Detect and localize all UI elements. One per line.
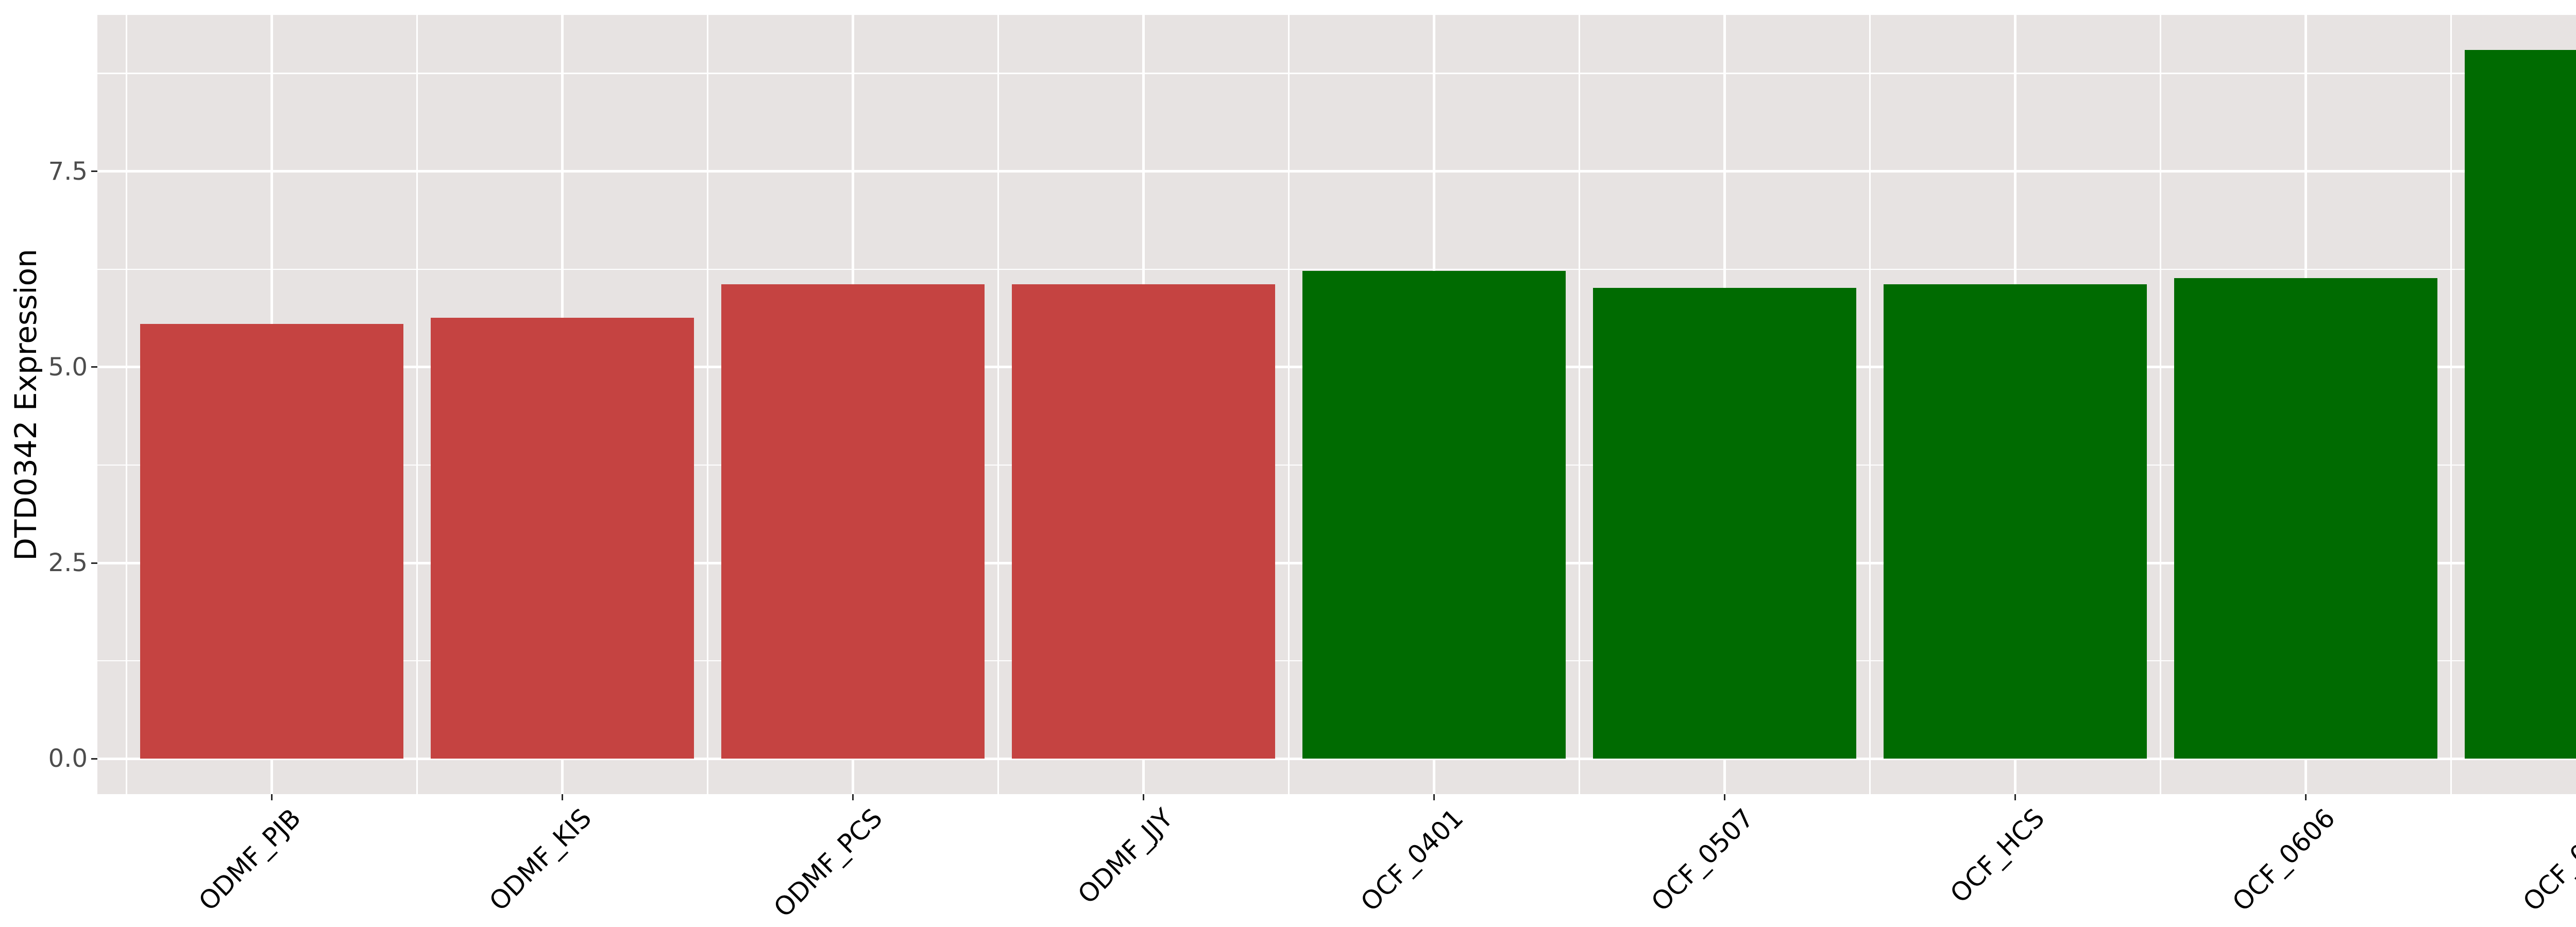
gridline-y-major [97,757,2576,760]
y-tick-mark [91,562,97,564]
gridline-x-minor [707,15,708,794]
bar-OCF_0606 [2174,278,2437,759]
x-tick-label-ODMF_KIS: ODMF_KIS [483,803,598,917]
x-tick-mark [1724,794,1726,800]
bar-OCF_HCS [1884,284,2147,759]
x-tick-mark [2014,794,2016,800]
y-tick-label: 0.0 [48,744,88,774]
x-tick-mark [852,794,854,800]
x-tick-label-OCF_0507: OCF_0507 [1646,803,1760,917]
bar-ODMF_PJB [140,324,403,759]
bar-OCF_0604 [2465,50,2576,759]
gridline-x-minor [416,15,418,794]
bar-ODMF_PCS [721,284,985,759]
gridline-y-minor [97,268,2576,270]
bar-ODMF_KIS [431,318,694,759]
x-tick-mark [270,794,273,800]
y-axis-title: DTD0342 Expression [8,248,43,561]
y-tick-label: 5.0 [48,352,88,382]
y-tick-mark [91,758,97,760]
gridline-x-minor [1869,15,1871,794]
x-tick-label-OCF_0604: OCF_0604 [2517,803,2576,917]
y-tick-mark [91,366,97,368]
gridline-x-minor [2160,15,2161,794]
x-tick-mark [1433,794,1435,800]
gridline-y-minor [97,73,2576,74]
plot-panel [97,15,2576,794]
y-tick-label: 7.5 [48,157,88,186]
x-tick-mark [2305,794,2307,800]
x-tick-mark [561,794,563,800]
bar-OCF_0507 [1593,288,1856,759]
gridline-x-minor [1288,15,1290,794]
gridline-x-minor [126,15,127,794]
x-tick-label-ODMF_PCS: ODMF_PCS [768,803,888,923]
bar-ODMF_JJY [1012,284,1275,759]
x-tick-label-ODMF_PJB: ODMF_PJB [193,803,307,917]
x-tick-label-OCF_0606: OCF_0606 [2227,803,2341,917]
x-tick-label-OCF_0401: OCF_0401 [1355,803,1469,917]
gridline-x-minor [2450,15,2452,794]
x-tick-label-OCF_HCS: OCF_HCS [1944,803,2050,909]
y-tick-mark [91,170,97,173]
y-tick-label: 2.5 [48,548,88,578]
bar-OCF_0401 [1302,270,1566,759]
gridline-x-minor [997,15,999,794]
gridline-y-major [97,170,2576,173]
gridline-x-minor [1579,15,1580,794]
x-tick-label-ODMF_JJY: ODMF_JJY [1072,803,1179,910]
x-tick-mark [1142,794,1144,800]
